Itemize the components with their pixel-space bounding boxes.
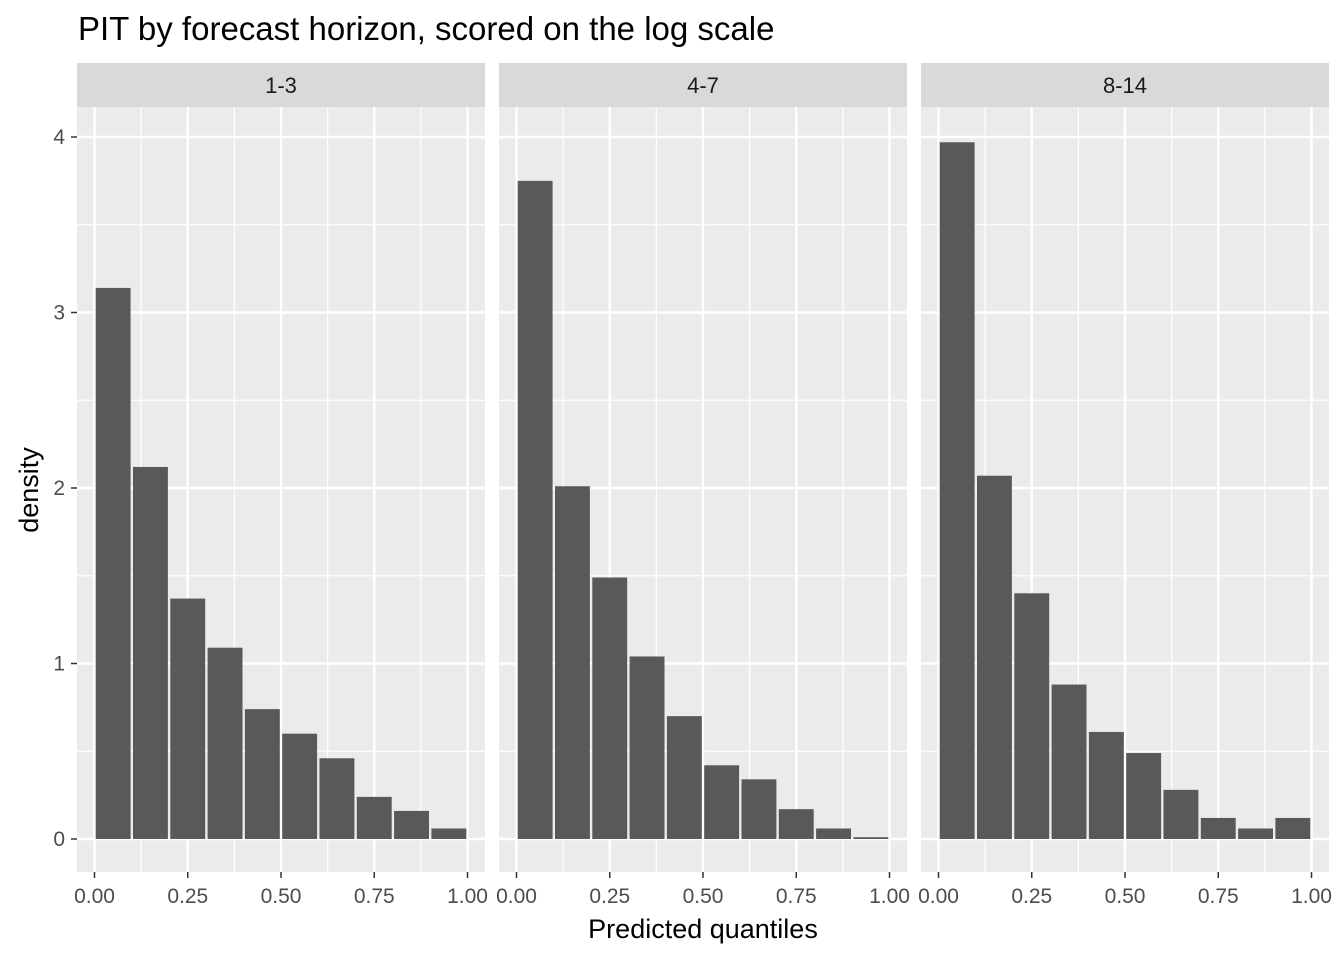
facet-panel-8-14: 8-14 0.00 0.25 0.50 0.75 1.00 xyxy=(918,63,1332,908)
facet-strip xyxy=(921,63,1329,107)
histogram-bar xyxy=(207,647,243,839)
histogram-bar xyxy=(741,779,777,839)
facet-strip xyxy=(499,63,907,107)
histogram-bar xyxy=(356,796,392,839)
histogram-bar xyxy=(319,758,355,839)
histogram-bar xyxy=(1014,593,1050,839)
x-tick-label: 0.50 xyxy=(261,885,302,908)
x-tick-label: 0.75 xyxy=(776,885,817,908)
x-tick-label: 0.00 xyxy=(74,885,115,908)
y-tick-label: 1 xyxy=(53,653,65,676)
histogram-bar xyxy=(95,287,131,839)
histogram-bar xyxy=(592,577,628,839)
histogram-bar xyxy=(977,475,1012,839)
facet-panels: 1-3 0.00 0.25 0.50 0.75 1.00 4-7 0.00 0.25 0.50 0.… xyxy=(74,63,1332,908)
histogram-bar xyxy=(133,466,168,839)
x-axis-title: Predicted quantiles xyxy=(588,914,818,944)
histogram-bar xyxy=(939,142,975,839)
x-tick-label: 0.50 xyxy=(683,885,724,908)
histogram-bar xyxy=(816,828,851,839)
x-tick-label: 0.75 xyxy=(1198,885,1239,908)
x-tick-label: 1.00 xyxy=(1291,885,1332,908)
histogram-bar xyxy=(666,716,702,839)
facet-strip xyxy=(77,63,485,107)
histogram-bar xyxy=(1200,817,1236,839)
x-tick-label: 0.25 xyxy=(1011,885,1052,908)
y-axis-title: density xyxy=(14,447,44,533)
y-tick-label: 2 xyxy=(53,477,65,500)
histogram-bar xyxy=(517,180,553,839)
histogram-bar xyxy=(1126,753,1162,839)
y-axis: 0 1 2 3 4 xyxy=(53,126,77,851)
histogram-bar xyxy=(853,837,889,839)
x-tick-label: 0.00 xyxy=(496,885,537,908)
x-tick-label: 1.00 xyxy=(447,885,488,908)
x-tick-label: 0.75 xyxy=(354,885,395,908)
x-tick-label: 0.25 xyxy=(167,885,208,908)
histogram-bar xyxy=(1051,684,1087,839)
histogram-bar xyxy=(1163,789,1199,839)
histogram-bar xyxy=(1088,731,1124,839)
y-tick-label: 3 xyxy=(53,302,65,325)
histogram-bar xyxy=(244,709,280,839)
y-tick-label: 4 xyxy=(53,126,65,149)
histogram-bar xyxy=(704,765,740,839)
facet-panel-1-3: 1-3 0.00 0.25 0.50 0.75 1.00 xyxy=(74,63,488,908)
histogram-bar xyxy=(394,810,429,839)
x-tick-label: 0.25 xyxy=(589,885,630,908)
facet-strip-label: 1-3 xyxy=(265,73,297,98)
histogram-bar xyxy=(629,656,665,839)
facet-panel-4-7: 4-7 0.00 0.25 0.50 0.75 1.00 xyxy=(496,63,910,908)
histogram-bar xyxy=(778,809,814,839)
histogram-bar xyxy=(282,733,318,839)
histogram-bar xyxy=(431,828,467,839)
x-tick-label: 0.50 xyxy=(1105,885,1146,908)
facet-strip-label: 4-7 xyxy=(687,73,719,98)
facet-strip-label: 8-14 xyxy=(1103,73,1147,98)
histogram-bar xyxy=(1238,828,1273,839)
histogram-bar xyxy=(170,598,206,839)
y-tick-label: 0 xyxy=(53,828,65,851)
x-tick-label: 1.00 xyxy=(869,885,910,908)
histogram-bar xyxy=(1275,817,1311,839)
histogram-bar xyxy=(555,486,590,839)
chart-title: PIT by forecast horizon, scored on the l… xyxy=(78,10,774,47)
x-tick-label: 0.00 xyxy=(918,885,959,908)
